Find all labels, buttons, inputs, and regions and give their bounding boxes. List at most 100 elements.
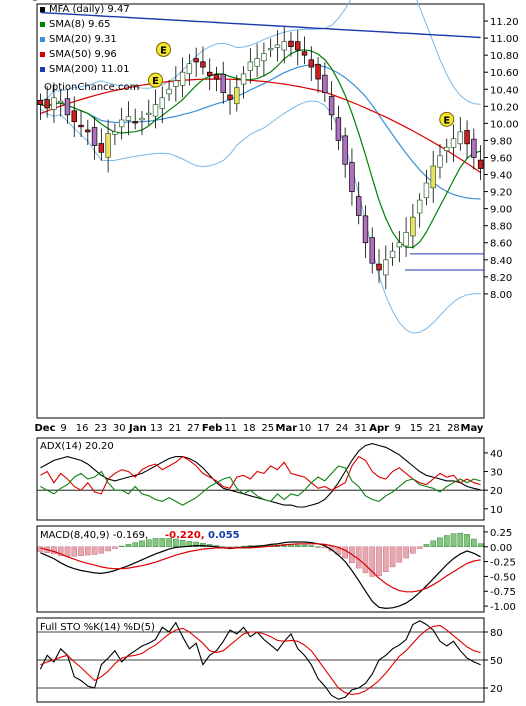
legend-label: SMA(8) 9.65 <box>49 19 110 30</box>
candle-body <box>315 63 321 80</box>
macd-histogram-bar <box>179 539 186 548</box>
macd-histogram-bar <box>84 546 91 556</box>
macd-axis-tick-label: -0.50 <box>490 572 516 583</box>
legend-swatch <box>40 67 45 72</box>
candle-body <box>410 216 416 237</box>
candle-body <box>234 87 240 105</box>
price-axis-tick-label: 11.00 <box>490 34 519 45</box>
macd-histogram-value: 0.055 <box>208 530 240 541</box>
macd-panel: 0.25 0.00 -0.25 -0.50 -0.75 -1.00 MACD(8,40,9)… <box>36 525 516 613</box>
watermark: OptionChance.com <box>44 82 139 93</box>
x-axis-label: 28 <box>447 423 460 434</box>
candle-body <box>437 155 443 168</box>
adx-frame <box>36 437 485 521</box>
macd-histogram-bar <box>159 538 166 548</box>
legend-label: SMA(50) 9.96 <box>49 49 117 60</box>
x-axis-label: 17 <box>317 423 330 434</box>
legend-label: SMA(20) 9.31 <box>49 34 117 45</box>
stochastic-series-line <box>39 620 481 700</box>
price-axis-tick-label: 9.40 <box>490 171 512 182</box>
candle-body <box>44 99 50 109</box>
candle-body <box>464 130 470 145</box>
macd-histogram-bar <box>369 546 376 577</box>
sma200-line <box>40 11 481 39</box>
x-axis-label: 23 <box>94 423 107 434</box>
macd-histogram-bar <box>437 537 443 548</box>
x-axis-label: 16 <box>76 423 89 434</box>
stochastic-title: Full STO %K(14) %D(5) <box>40 622 155 633</box>
candle-body <box>173 80 179 87</box>
candle-body <box>430 165 436 189</box>
legend-label: SMA(200) 11.01 <box>49 64 130 75</box>
macd-histogram-bar <box>301 544 308 548</box>
x-axis-label: 9 <box>395 423 401 434</box>
candle-body <box>274 44 281 48</box>
adx-series-line <box>40 443 481 508</box>
x-axis-label: Dec <box>34 423 55 434</box>
macd-axis-tick-label: -0.25 <box>490 558 516 569</box>
candle-body <box>267 47 274 51</box>
price-axis-tick-label: 8.20 <box>490 273 512 284</box>
macd-histogram-bar <box>430 540 437 548</box>
candle-body <box>383 259 389 276</box>
earnings-marker <box>439 111 455 127</box>
candle-body <box>64 98 71 116</box>
candle-body <box>57 100 64 104</box>
macd-histogram-bar <box>410 546 416 554</box>
stochastic-panel: 80 50 20 Full STO %K(14) %D(5) <box>36 617 503 703</box>
price-axis-tick-label: 10.20 <box>490 102 519 113</box>
macd-axis-tick-label: -1.00 <box>490 602 516 613</box>
candle-body <box>416 199 423 214</box>
candle-body <box>308 59 315 68</box>
macd-histogram-bar <box>152 538 159 548</box>
candle-body <box>444 146 450 152</box>
candle-body <box>301 51 308 56</box>
candle-body <box>471 138 477 158</box>
macd-histogram-bar <box>193 541 199 548</box>
macd-histogram-bar <box>396 546 403 563</box>
macd-histogram-bar <box>57 546 64 556</box>
x-axis-label: 31 <box>354 423 367 434</box>
candle-body <box>450 138 457 148</box>
stochastic-series-line <box>40 624 481 696</box>
price-axis-tick-label: 8.00 <box>490 290 512 301</box>
x-axis-label: 30 <box>113 423 126 434</box>
candle-body <box>200 61 206 68</box>
candle-body <box>335 117 342 141</box>
earnings-marker <box>156 41 172 57</box>
candle-body <box>389 250 396 258</box>
candle-body <box>403 232 409 247</box>
price-axis-tick-label: 8.40 <box>490 256 512 267</box>
x-axis-label: 15 <box>410 423 423 434</box>
x-axis-label: Jan <box>128 423 147 434</box>
candle-body <box>342 135 348 165</box>
candle-body <box>288 40 294 47</box>
candle-body <box>213 74 220 80</box>
price-axis-tick-label: 11.20 <box>490 17 519 28</box>
candle-body <box>186 63 193 75</box>
candle-body <box>71 110 77 123</box>
volume-tick-label: 1M <box>16 0 31 3</box>
candle-body <box>322 74 328 94</box>
macd-histogram-bar <box>315 546 321 548</box>
macd-histogram-bar <box>227 546 233 548</box>
macd-histogram-bar <box>118 545 125 548</box>
macd-histogram-bar <box>477 543 484 548</box>
candle-body <box>247 61 254 71</box>
macd-histogram-bar <box>443 535 450 548</box>
macd-signal-value: -0.220, <box>165 530 205 541</box>
candle-body <box>139 117 145 121</box>
candle-body <box>105 133 111 158</box>
macd-histogram-bar <box>145 539 152 548</box>
x-axis-label: Mar <box>276 423 298 434</box>
macd-series-line <box>40 543 481 593</box>
candle-body <box>98 143 105 153</box>
price-axis-tick-label: 9.00 <box>490 205 512 216</box>
candle-body <box>240 73 247 85</box>
macd-histogram-bar <box>200 542 206 548</box>
adx-axis-tick-label: 10 <box>490 505 503 516</box>
price-axis-tick-label: 8.60 <box>490 239 512 250</box>
macd-histogram-bar <box>51 546 57 555</box>
macd-histogram-bar <box>37 546 44 552</box>
